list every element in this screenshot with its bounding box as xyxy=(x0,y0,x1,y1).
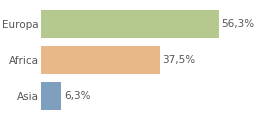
Text: 56,3%: 56,3% xyxy=(221,19,255,29)
Text: 37,5%: 37,5% xyxy=(162,55,195,65)
Text: 6,3%: 6,3% xyxy=(64,91,90,101)
Bar xyxy=(41,82,61,110)
Bar xyxy=(41,46,160,74)
Bar xyxy=(41,10,219,38)
